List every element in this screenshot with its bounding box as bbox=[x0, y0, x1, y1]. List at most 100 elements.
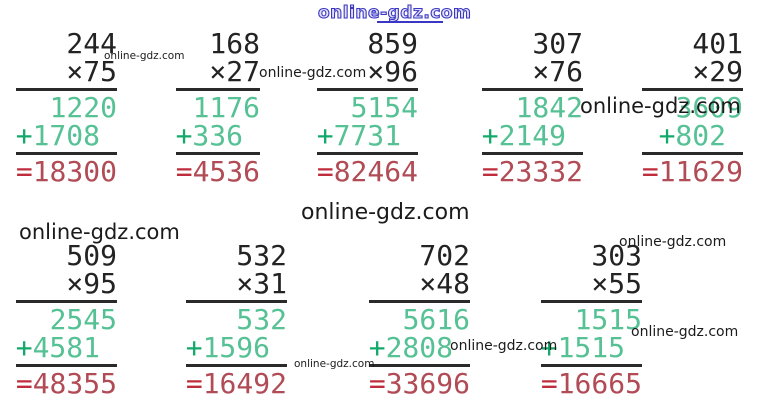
multiplier-line: ×75 bbox=[16, 58, 117, 86]
multiplier-line: ×27 bbox=[176, 58, 260, 86]
multiplier: 76 bbox=[549, 55, 583, 88]
multiplier: 27 bbox=[226, 55, 260, 88]
partial-product-2: 4581 bbox=[32, 331, 100, 364]
times-sign: × bbox=[66, 55, 84, 88]
plus-sign: + bbox=[540, 331, 558, 364]
multiplicand: 859 bbox=[367, 27, 418, 60]
result: 11629 bbox=[658, 155, 743, 188]
multiplicand: 307 bbox=[532, 27, 583, 60]
partial-product-2: 802 bbox=[675, 119, 726, 152]
watermark: online-gdz.com bbox=[450, 338, 558, 354]
partial-product-2-line: +7731 bbox=[317, 122, 401, 150]
product-rule-bottom bbox=[15, 152, 117, 155]
product-rule-bottom bbox=[368, 364, 470, 367]
plus-sign: + bbox=[15, 331, 33, 364]
partial-product-2-line: +2808 bbox=[369, 334, 453, 362]
plus-sign: + bbox=[316, 119, 334, 152]
equals-sign: = bbox=[316, 155, 334, 188]
multiplier: 29 bbox=[709, 55, 743, 88]
multiplicand: 244 bbox=[66, 27, 117, 60]
watermark: online-gdz.com bbox=[19, 220, 180, 244]
result-line: =16665 bbox=[541, 370, 642, 398]
multiplier: 75 bbox=[83, 55, 117, 88]
partial-product-1: 1842 bbox=[515, 91, 583, 124]
multiplication-problem: 244 ×75 1220 +1708 =18300 bbox=[15, 27, 117, 186]
partial-product-2: 2808 bbox=[385, 331, 453, 364]
multiplier-line: ×76 bbox=[482, 58, 583, 86]
product-rule-bottom bbox=[15, 364, 117, 367]
multiplier-line: ×96 bbox=[317, 58, 418, 86]
multiplication-problem: 303 ×55 1515 +1515 =16665 bbox=[540, 239, 642, 398]
plus-sign: + bbox=[175, 119, 193, 152]
partial-product-1: 3609 bbox=[675, 91, 743, 124]
multiplicand: 702 bbox=[419, 239, 470, 272]
multiplier: 96 bbox=[384, 55, 418, 88]
multiplier: 95 bbox=[83, 267, 117, 300]
result-line: =4536 bbox=[176, 158, 260, 186]
multiplicand: 168 bbox=[209, 27, 260, 60]
multiplier: 31 bbox=[253, 267, 287, 300]
equals-sign: = bbox=[15, 155, 33, 188]
product-rule-top bbox=[641, 88, 743, 91]
partial-product-2-line: +802 bbox=[642, 122, 726, 150]
partial-product-2: 2149 bbox=[498, 119, 566, 152]
partial-product-2: 7731 bbox=[333, 119, 401, 152]
result-line: =18300 bbox=[16, 158, 117, 186]
plus-sign: + bbox=[15, 119, 33, 152]
equals-sign: = bbox=[15, 367, 33, 400]
partial-product-1: 532 bbox=[236, 303, 287, 336]
product-rule-bottom bbox=[540, 364, 642, 367]
times-sign: × bbox=[66, 267, 84, 300]
watermark: online-gdz.com bbox=[580, 94, 741, 118]
product-rule-bottom bbox=[481, 152, 583, 155]
partial-product-1: 1176 bbox=[192, 91, 260, 124]
watermark: online-gdz.com bbox=[104, 50, 185, 62]
result: 23332 bbox=[498, 155, 583, 188]
multiplier: 48 bbox=[436, 267, 470, 300]
multiplication-problem: 532 ×31 532 +1596 =16492 bbox=[185, 242, 287, 400]
watermark: online-gdz.com bbox=[301, 200, 470, 225]
multiplier-line: ×29 bbox=[642, 58, 743, 86]
plus-sign: + bbox=[658, 119, 676, 152]
partial-product-2-line: +336 bbox=[176, 122, 243, 150]
result: 4536 bbox=[192, 155, 260, 188]
multiplication-problem: 509 ×95 2545 +4581 =48355 bbox=[15, 239, 117, 398]
result: 16665 bbox=[557, 367, 642, 400]
watermark: online-gdz.com bbox=[294, 358, 375, 370]
partial-product-2-line: +2149 bbox=[482, 122, 566, 150]
product-rule-top bbox=[15, 88, 117, 91]
product-rule-top bbox=[175, 88, 260, 91]
watermark-link[interactable]: online-gdz.com bbox=[317, 2, 472, 23]
multiplicand: 509 bbox=[66, 239, 117, 272]
multiplication-problem: 859 ×96 5154 +7731 =82464 bbox=[316, 27, 418, 186]
plus-sign: + bbox=[185, 331, 203, 364]
multiplication-problem: 307 ×76 1842 +2149 =23332 bbox=[481, 27, 583, 188]
multiplier-line: ×55 bbox=[541, 270, 642, 298]
times-sign: × bbox=[209, 55, 227, 88]
partial-product-2-line: +4581 bbox=[16, 334, 100, 362]
equals-sign: = bbox=[185, 367, 203, 400]
times-sign: × bbox=[692, 55, 710, 88]
result: 33696 bbox=[385, 367, 470, 400]
product-rule-bottom bbox=[641, 152, 743, 155]
result-line: =48355 bbox=[16, 370, 117, 398]
multiplicand: 303 bbox=[591, 239, 642, 272]
result: 16492 bbox=[202, 367, 287, 400]
multiplier: 55 bbox=[608, 267, 642, 300]
product-rule-top bbox=[540, 300, 642, 303]
multiplication-problem: 168 ×27 1176 +336 =4536 bbox=[175, 27, 260, 186]
partial-product-2-line: +1515 bbox=[541, 334, 625, 362]
plus-sign: + bbox=[481, 119, 499, 152]
times-sign: × bbox=[236, 267, 254, 300]
partial-product-1: 1220 bbox=[49, 91, 117, 124]
result-line: =82464 bbox=[317, 158, 418, 186]
equals-sign: = bbox=[368, 367, 386, 400]
equals-sign: = bbox=[175, 155, 193, 188]
result: 82464 bbox=[333, 155, 418, 188]
multiplier-line: ×48 bbox=[369, 270, 470, 298]
times-sign: × bbox=[532, 55, 550, 88]
times-sign: × bbox=[419, 267, 437, 300]
equals-sign: = bbox=[641, 155, 659, 188]
watermark: online-gdz.com bbox=[619, 234, 727, 250]
